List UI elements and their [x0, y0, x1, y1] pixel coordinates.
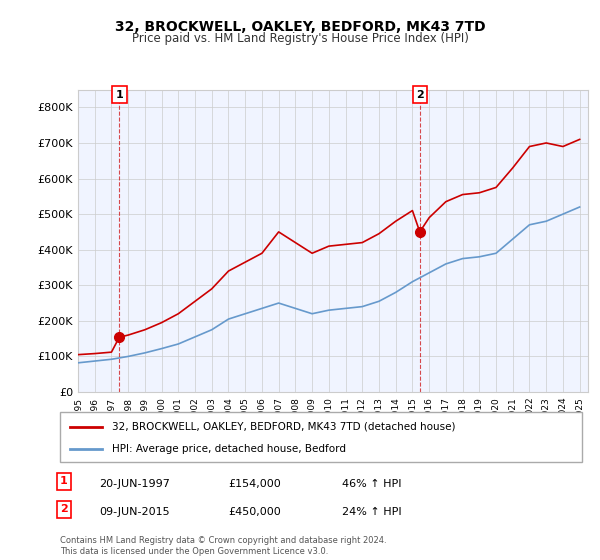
Text: 1: 1	[60, 477, 68, 487]
Text: 20-JUN-1997: 20-JUN-1997	[99, 479, 170, 489]
Text: 1: 1	[115, 90, 123, 100]
Text: 09-JUN-2015: 09-JUN-2015	[99, 507, 170, 517]
Text: 2: 2	[416, 90, 424, 100]
Text: 2: 2	[60, 505, 68, 515]
Text: Contains HM Land Registry data © Crown copyright and database right 2024.
This d: Contains HM Land Registry data © Crown c…	[60, 536, 386, 556]
Text: £154,000: £154,000	[228, 479, 281, 489]
Text: £450,000: £450,000	[228, 507, 281, 517]
Text: 32, BROCKWELL, OAKLEY, BEDFORD, MK43 7TD: 32, BROCKWELL, OAKLEY, BEDFORD, MK43 7TD	[115, 20, 485, 34]
Text: Price paid vs. HM Land Registry's House Price Index (HPI): Price paid vs. HM Land Registry's House …	[131, 32, 469, 45]
Text: 46% ↑ HPI: 46% ↑ HPI	[342, 479, 401, 489]
Text: HPI: Average price, detached house, Bedford: HPI: Average price, detached house, Bedf…	[112, 445, 346, 454]
Text: 32, BROCKWELL, OAKLEY, BEDFORD, MK43 7TD (detached house): 32, BROCKWELL, OAKLEY, BEDFORD, MK43 7TD…	[112, 422, 456, 432]
FancyBboxPatch shape	[60, 412, 582, 462]
Text: 24% ↑ HPI: 24% ↑ HPI	[342, 507, 401, 517]
